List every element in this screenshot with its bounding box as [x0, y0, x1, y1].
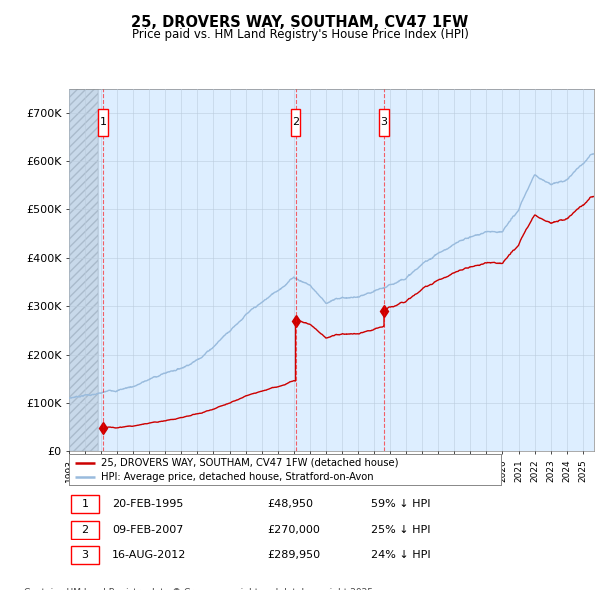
- Text: 25% ↓ HPI: 25% ↓ HPI: [371, 525, 431, 535]
- FancyBboxPatch shape: [71, 495, 99, 513]
- FancyBboxPatch shape: [71, 520, 99, 539]
- Text: 59% ↓ HPI: 59% ↓ HPI: [371, 499, 431, 509]
- FancyBboxPatch shape: [98, 109, 108, 136]
- Text: 2: 2: [82, 525, 89, 535]
- Text: Contains HM Land Registry data © Crown copyright and database right 2025.
This d: Contains HM Land Registry data © Crown c…: [24, 588, 376, 590]
- Text: 09-FEB-2007: 09-FEB-2007: [112, 525, 184, 535]
- Text: 24% ↓ HPI: 24% ↓ HPI: [371, 550, 431, 560]
- FancyBboxPatch shape: [291, 109, 301, 136]
- Text: 3: 3: [82, 550, 88, 560]
- Text: 2: 2: [292, 117, 299, 127]
- Text: 16-AUG-2012: 16-AUG-2012: [112, 550, 187, 560]
- Text: 1: 1: [82, 499, 88, 509]
- Bar: [69, 88, 98, 451]
- Text: 20-FEB-1995: 20-FEB-1995: [112, 499, 184, 509]
- Text: HPI: Average price, detached house, Stratford-on-Avon: HPI: Average price, detached house, Stra…: [101, 473, 374, 482]
- Bar: [69, 88, 98, 451]
- FancyBboxPatch shape: [379, 109, 389, 136]
- Text: Price paid vs. HM Land Registry's House Price Index (HPI): Price paid vs. HM Land Registry's House …: [131, 28, 469, 41]
- Text: 25, DROVERS WAY, SOUTHAM, CV47 1FW: 25, DROVERS WAY, SOUTHAM, CV47 1FW: [131, 15, 469, 30]
- Text: 3: 3: [380, 117, 388, 127]
- Text: £289,950: £289,950: [268, 550, 321, 560]
- Text: £48,950: £48,950: [268, 499, 314, 509]
- Text: 1: 1: [100, 117, 107, 127]
- Text: 25, DROVERS WAY, SOUTHAM, CV47 1FW (detached house): 25, DROVERS WAY, SOUTHAM, CV47 1FW (deta…: [101, 458, 399, 468]
- FancyBboxPatch shape: [71, 546, 99, 564]
- Text: £270,000: £270,000: [268, 525, 320, 535]
